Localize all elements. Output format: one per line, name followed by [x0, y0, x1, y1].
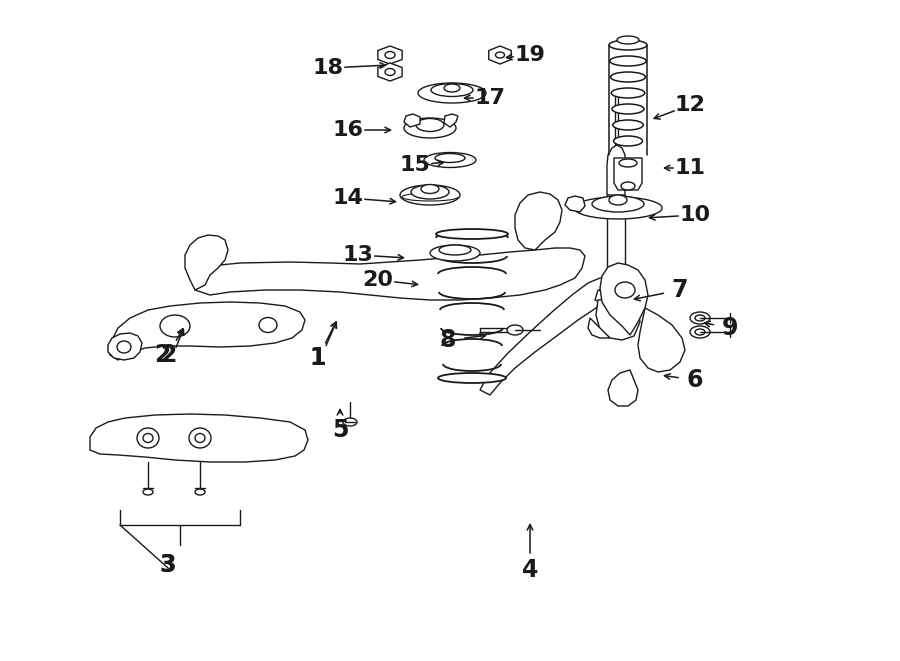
Text: 16: 16 [332, 120, 364, 140]
Polygon shape [378, 63, 402, 81]
Ellipse shape [615, 282, 635, 298]
Ellipse shape [143, 434, 153, 442]
Text: 2: 2 [154, 343, 170, 367]
Ellipse shape [343, 418, 357, 426]
Polygon shape [378, 46, 402, 64]
Text: 6: 6 [687, 368, 703, 392]
Text: 20: 20 [363, 270, 393, 290]
Ellipse shape [189, 428, 211, 448]
Ellipse shape [592, 196, 644, 212]
Text: 9: 9 [722, 316, 738, 340]
Polygon shape [110, 302, 305, 360]
Ellipse shape [496, 52, 505, 58]
Ellipse shape [117, 341, 131, 353]
Ellipse shape [160, 315, 190, 337]
Ellipse shape [137, 428, 159, 448]
Text: 17: 17 [474, 88, 506, 108]
Ellipse shape [611, 88, 644, 98]
Polygon shape [565, 196, 585, 212]
Ellipse shape [621, 182, 635, 190]
Text: 19: 19 [515, 45, 545, 65]
Ellipse shape [609, 40, 647, 50]
Ellipse shape [416, 118, 444, 132]
Polygon shape [489, 46, 511, 64]
Polygon shape [614, 158, 642, 190]
Ellipse shape [435, 153, 465, 163]
Ellipse shape [690, 312, 710, 324]
Ellipse shape [605, 280, 623, 294]
Text: 8: 8 [440, 328, 456, 352]
Ellipse shape [404, 118, 456, 138]
Ellipse shape [195, 489, 205, 495]
Text: 7: 7 [671, 278, 688, 302]
Ellipse shape [439, 245, 471, 255]
Ellipse shape [619, 159, 637, 167]
Polygon shape [108, 333, 142, 360]
Text: 14: 14 [333, 188, 364, 208]
Ellipse shape [430, 245, 480, 261]
Polygon shape [90, 414, 308, 462]
Text: 2: 2 [160, 343, 176, 367]
Polygon shape [480, 278, 622, 395]
Polygon shape [638, 308, 685, 372]
Ellipse shape [574, 197, 662, 219]
Ellipse shape [431, 83, 473, 97]
Text: 15: 15 [400, 155, 430, 175]
Polygon shape [588, 318, 610, 338]
Ellipse shape [617, 36, 639, 44]
Ellipse shape [614, 136, 643, 146]
Polygon shape [195, 248, 585, 300]
Ellipse shape [613, 120, 644, 130]
Ellipse shape [436, 229, 508, 239]
Text: 13: 13 [343, 245, 373, 265]
Ellipse shape [424, 153, 476, 167]
Text: 12: 12 [675, 95, 706, 115]
Ellipse shape [612, 104, 644, 114]
Ellipse shape [195, 434, 205, 442]
Polygon shape [598, 272, 628, 302]
Polygon shape [515, 192, 562, 250]
Ellipse shape [385, 69, 395, 75]
Polygon shape [607, 145, 625, 195]
Polygon shape [404, 114, 420, 127]
Ellipse shape [610, 72, 645, 82]
Ellipse shape [385, 52, 395, 59]
Text: 1: 1 [310, 346, 326, 370]
Ellipse shape [438, 373, 506, 383]
Polygon shape [596, 298, 640, 340]
Text: 5: 5 [332, 418, 348, 442]
Ellipse shape [421, 184, 439, 194]
Ellipse shape [695, 315, 705, 321]
Ellipse shape [695, 329, 705, 335]
Polygon shape [185, 235, 228, 290]
Ellipse shape [507, 325, 523, 335]
Ellipse shape [690, 326, 710, 338]
Ellipse shape [411, 185, 449, 199]
Polygon shape [608, 370, 638, 406]
Ellipse shape [610, 56, 646, 66]
Text: 1: 1 [310, 346, 326, 370]
Ellipse shape [400, 185, 460, 205]
Polygon shape [600, 263, 648, 335]
Text: 3: 3 [160, 553, 176, 577]
Ellipse shape [609, 195, 627, 205]
Text: 10: 10 [680, 205, 711, 225]
Polygon shape [444, 114, 458, 127]
Text: 11: 11 [674, 158, 706, 178]
Text: 3: 3 [160, 553, 176, 577]
Ellipse shape [143, 489, 153, 495]
Ellipse shape [444, 84, 460, 92]
Text: 4: 4 [522, 558, 538, 582]
Text: 18: 18 [312, 58, 344, 78]
Ellipse shape [418, 83, 486, 103]
Polygon shape [595, 290, 620, 308]
Ellipse shape [259, 317, 277, 332]
